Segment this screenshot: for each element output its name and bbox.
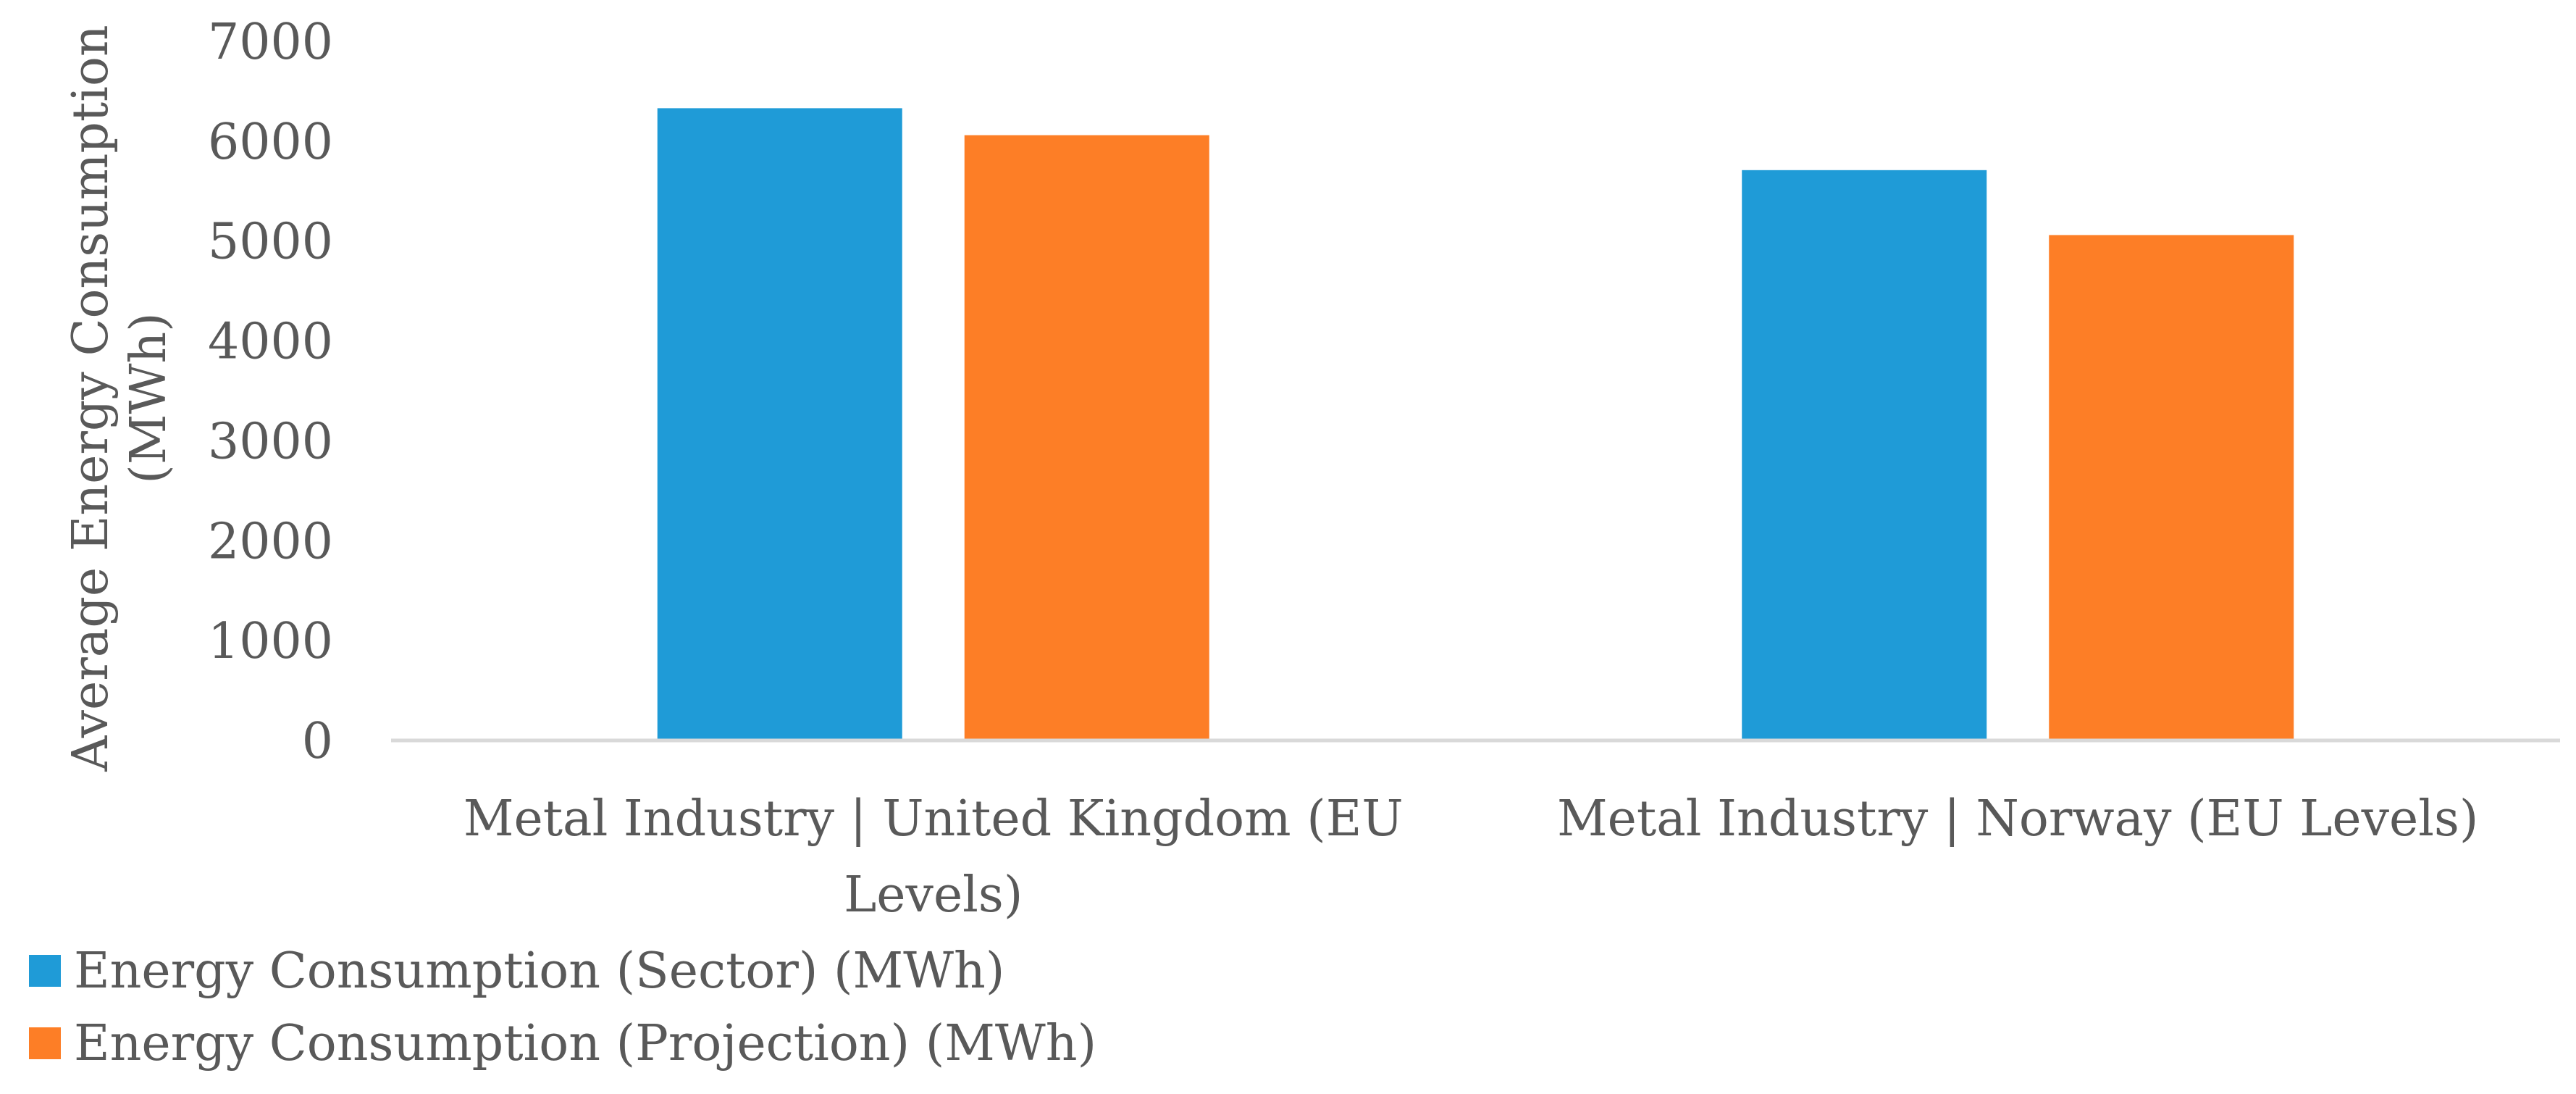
bar-sector-0 [657, 108, 902, 741]
bar-projection-0 [964, 135, 1209, 741]
legend-label: Energy Consumption (Projection) (MWh) [74, 1014, 1097, 1072]
legend-item: Energy Consumption (Sector) (MWh) [29, 935, 1096, 1007]
y-axis-label: Average Energy Consumption (MWh) [62, 25, 177, 772]
y-axis-ticks: 0 1000 2000 3000 4000 5000 6000 7000 [208, 14, 333, 770]
y-tick-label: 5000 [208, 214, 333, 271]
category-label: Metal Industry | United Kingdom (EU [463, 790, 1404, 848]
y-tick-label: 4000 [208, 314, 333, 371]
category-label: Levels) [844, 867, 1023, 924]
bar-projection-1 [2049, 235, 2294, 740]
legend-swatch [29, 955, 61, 987]
legend-item: Energy Consumption (Projection) (MWh) [29, 1007, 1096, 1080]
y-axis-label-line: Average Energy Consumption [62, 25, 119, 772]
y-tick-label: 1000 [208, 613, 333, 670]
y-tick-label: 6000 [208, 114, 333, 171]
legend: Energy Consumption (Sector) (MWh) Energy … [29, 935, 1096, 1080]
legend-swatch [29, 1027, 61, 1059]
y-tick-label: 2000 [208, 513, 333, 570]
y-tick-label: 0 [302, 713, 333, 770]
legend-label: Energy Consumption (Sector) (MWh) [74, 942, 1005, 1000]
y-axis-label-line: (MWh) [120, 312, 177, 483]
category-label: Metal Industry | Norway (EU Levels) [1557, 790, 2478, 848]
y-tick-label: 3000 [208, 413, 333, 470]
category-labels: Metal Industry | United Kingdom (EU Level… [463, 790, 2479, 924]
y-tick-label: 7000 [208, 14, 333, 71]
bar-sector-1 [1742, 170, 1987, 741]
bars [657, 108, 2294, 741]
